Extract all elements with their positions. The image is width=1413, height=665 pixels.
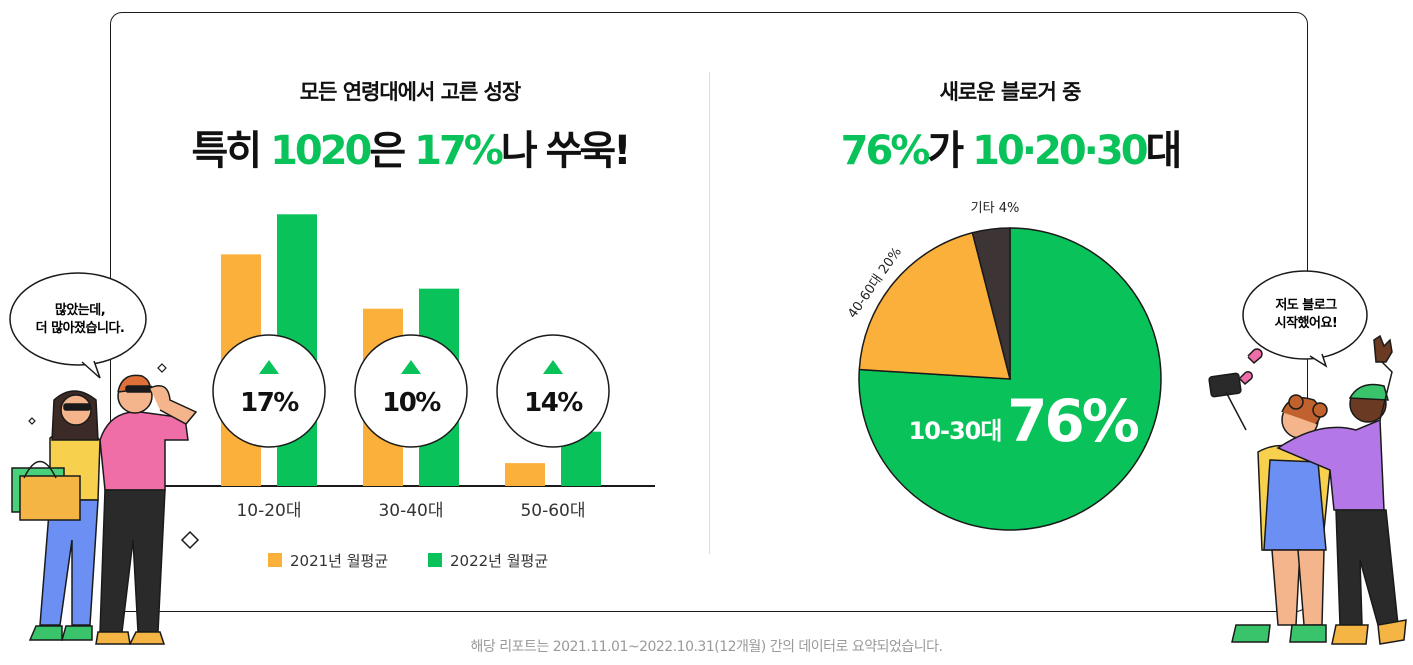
- up-arrow-icon: [259, 360, 279, 374]
- up-arrow-icon: [401, 360, 421, 374]
- up-arrow-icon: [543, 360, 563, 374]
- growth-badge: 17%: [212, 334, 326, 448]
- growth-label: 10%: [382, 388, 441, 418]
- growth-label: 17%: [240, 388, 299, 418]
- right-headline: 76%가 10·20·30대: [840, 128, 1183, 174]
- right-subtitle: 새로운 블로거 중: [939, 80, 1082, 104]
- pie-label-main-group: 10-30대: [909, 417, 1002, 445]
- pie-slice-1: [858, 231, 1011, 380]
- panel-divider: [709, 72, 710, 554]
- x-tick-label: 50-60대: [520, 501, 585, 521]
- legend-label: 2021년 월평균: [290, 552, 388, 570]
- footnote: 해당 리포트는 2021.11.01~2022.10.31(12개월) 간의 데…: [470, 639, 943, 655]
- legend-label: 2022년 월평균: [450, 552, 548, 570]
- pie-slice-0: [858, 227, 1162, 531]
- x-tick-label: 30-40대: [378, 501, 443, 521]
- left-headline: 특히 1020은 17%나 쑤욱!: [191, 128, 632, 174]
- pie-slice-2: [971, 227, 1011, 380]
- pie-label-main-value: 76%: [1007, 387, 1139, 455]
- x-tick-label: 10-20대: [236, 501, 301, 521]
- growth-label: 14%: [524, 388, 583, 418]
- legend-swatch: [428, 553, 442, 567]
- legend-swatch: [268, 553, 282, 567]
- growth-badge: 10%: [354, 334, 468, 448]
- left-subtitle: 모든 연령대에서 고른 성장: [299, 80, 521, 104]
- bar-2021-2: [505, 463, 545, 486]
- growth-badge: 14%: [496, 334, 610, 448]
- pie-label-other: 기타 4%: [971, 201, 1020, 216]
